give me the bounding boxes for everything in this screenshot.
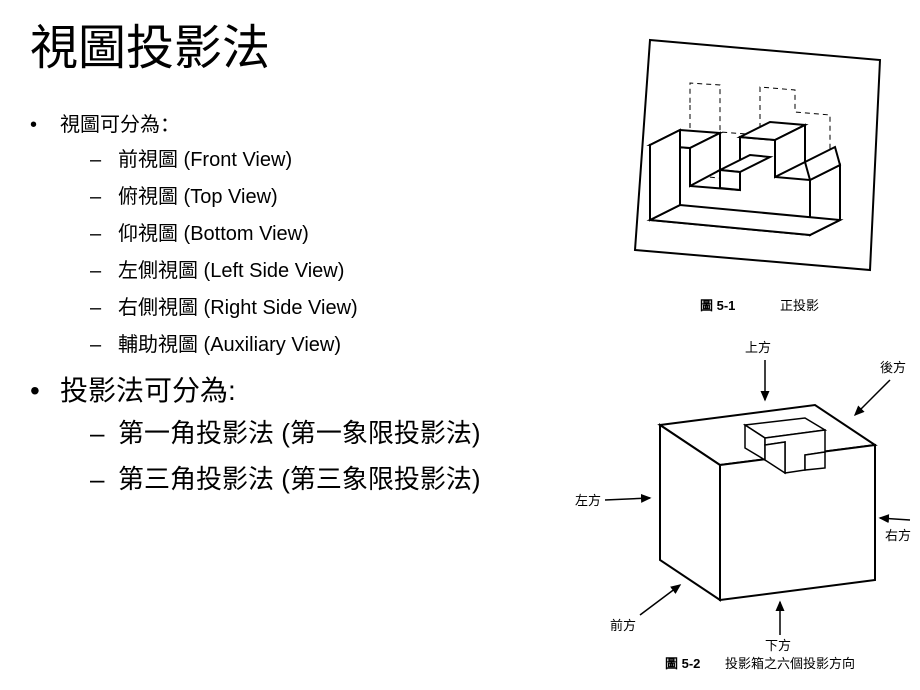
content-column: 視圖投影法 • 視圖可分為： –前視圖 (Front View) –俯視圖 (T…: [30, 20, 570, 670]
figure-5-2: 上方 後方 左方 右方 前方 下方 圖 5-2 投影箱之六個投影方向: [570, 330, 920, 670]
dash-icon: –: [90, 186, 118, 209]
list-item: • 視圖可分為： –前視圖 (Front View) –俯視圖 (Top Vie…: [30, 108, 570, 357]
list-item: –前視圖 (Front View): [90, 143, 570, 172]
list-item: –第三角投影法 (第三象限投影法): [90, 461, 570, 497]
list-item: –輔助視圖 (Auxiliary View): [90, 328, 570, 357]
list-item: –俯視圖 (Top View): [90, 180, 570, 209]
sub-list: –第一角投影法 (第一象限投影法) –第三角投影法 (第三象限投影法): [30, 415, 570, 498]
bullet-icon: •: [30, 375, 60, 407]
section1-label: 視圖可分為：: [60, 108, 180, 137]
svg-text:上方: 上方: [745, 340, 771, 355]
slide: 視圖投影法 • 視圖可分為： –前視圖 (Front View) –俯視圖 (T…: [0, 0, 920, 690]
fig1-caption-label: 圖 5-1: [700, 298, 735, 313]
bullet-icon: •: [30, 114, 60, 137]
sub-list: –前視圖 (Front View) –俯視圖 (Top View) –仰視圖 (…: [30, 143, 570, 357]
dash-icon: –: [90, 260, 118, 283]
list-item: –左側視圖 (Left Side View): [90, 254, 570, 283]
svg-text:右方: 右方: [885, 528, 911, 543]
svg-text:下方: 下方: [765, 638, 791, 653]
slide-title: 視圖投影法: [30, 20, 570, 78]
svg-text:前方: 前方: [610, 618, 636, 633]
dash-icon: –: [90, 334, 118, 357]
dash-icon: –: [90, 461, 118, 497]
section2-label: 投影法可分為:: [60, 369, 236, 409]
svg-text:後方: 後方: [880, 360, 906, 375]
dash-icon: –: [90, 415, 118, 451]
dash-icon: –: [90, 149, 118, 172]
bullet-list: • 視圖可分為： –前視圖 (Front View) –俯視圖 (Top Vie…: [30, 108, 570, 498]
list-item: • 投影法可分為: –第一角投影法 (第一象限投影法) –第三角投影法 (第三象…: [30, 369, 570, 498]
dash-icon: –: [90, 223, 118, 246]
svg-text:左方: 左方: [575, 493, 601, 508]
list-item: –第一角投影法 (第一象限投影法): [90, 415, 570, 451]
svg-text:圖 5-2: 圖 5-2: [665, 656, 700, 670]
svg-text:投影箱之六個投影方向: 投影箱之六個投影方向: [725, 656, 855, 670]
dash-icon: –: [90, 297, 118, 320]
list-item: –仰視圖 (Bottom View): [90, 217, 570, 246]
list-item: –右側視圖 (Right Side View): [90, 291, 570, 320]
fig1-caption-text: 正投影: [780, 298, 819, 313]
figure-5-1: 圖 5-1 正投影: [580, 20, 910, 320]
figure-column: 圖 5-1 正投影: [570, 20, 920, 670]
